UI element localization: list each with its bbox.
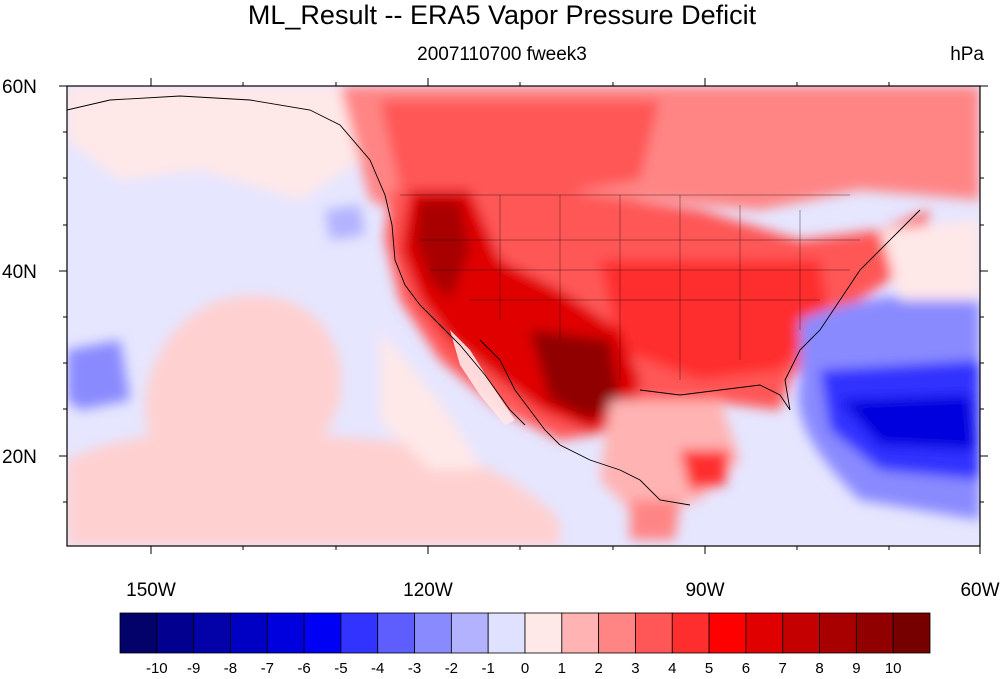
quebec-red [820, 110, 980, 190]
colorbar-label: -1 [482, 660, 495, 677]
central-america-red [630, 500, 680, 540]
yucatan-red [680, 450, 730, 490]
colorbar-label: -9 [187, 660, 200, 677]
colorbar-label: 2 [594, 660, 602, 677]
atlantic-pink [880, 220, 980, 300]
canada-deep-red [380, 100, 660, 200]
colorbar-swatch [782, 612, 820, 654]
pacific-blue-patch [325, 205, 365, 240]
contour-blobs [67, 86, 980, 546]
gulf-pink [600, 400, 740, 520]
mexico-maroon [530, 330, 620, 420]
chart-title: ML_Result -- ERA5 Vapor Pressure Deficit [247, 0, 757, 30]
colorbar-swatch [635, 612, 673, 654]
baja-strip [450, 330, 515, 425]
chart-subtitle: 2007110700 fweek3 [417, 44, 587, 65]
lon-label-90w: 90W [685, 580, 724, 601]
colorbar-swatch [414, 612, 452, 654]
colorbar-label: 9 [852, 660, 860, 677]
colorbar-swatch [708, 612, 747, 654]
colorbar-swatch [745, 612, 784, 654]
pacific-north-pink [67, 86, 360, 200]
colorbar-label: 4 [668, 660, 676, 677]
colorbar-label: -8 [224, 660, 237, 677]
colorbar-swatch [450, 612, 489, 654]
colorbar-swatch [671, 612, 710, 654]
lon-label-120w: 120W [403, 580, 453, 601]
colorbar-label: -2 [445, 660, 458, 677]
units-label: hPa [950, 44, 984, 65]
coastlines [67, 95, 921, 506]
lat-label-20n: 20N [2, 447, 37, 468]
pacific-blue-west [67, 340, 130, 410]
colorbar-swatch [193, 612, 231, 654]
colorbar-label: -7 [261, 660, 274, 677]
map-field [67, 86, 980, 546]
colorbar-swatch [230, 612, 268, 654]
colorbar-label: 1 [558, 660, 566, 677]
axis-ticks [59, 78, 988, 554]
plot-frame [66, 85, 981, 547]
caribbean-deep-blue [840, 395, 975, 450]
colorbar-label: -3 [408, 660, 421, 677]
colorbar-label: 5 [705, 660, 713, 677]
lon-label-60w: 60W [960, 580, 999, 601]
colorbar-label: -6 [297, 660, 310, 677]
great-basin-maroon [415, 200, 470, 300]
colorbar-swatch [561, 612, 600, 654]
colorbar-swatch [819, 612, 857, 654]
lat-label-60n: 60N [2, 77, 37, 98]
lat-label-40n: 40N [2, 262, 37, 283]
colorbar-label: 10 [885, 660, 902, 677]
colorbar-label: 7 [779, 660, 787, 677]
mexico-coastline [479, 339, 691, 506]
colorbar-swatch [487, 612, 526, 654]
gulf-east-coastline [639, 209, 921, 411]
us-central-deep [600, 260, 830, 380]
colorbar-swatch [119, 612, 158, 654]
west-coastline [67, 95, 526, 426]
colorbar-label: -5 [334, 660, 347, 677]
colorbar-label: -10 [146, 660, 168, 677]
colorbar-swatch [266, 612, 305, 654]
colorbar-swatch [598, 612, 636, 654]
colorbar-label: 6 [742, 660, 750, 677]
colorbar-swatch [156, 612, 195, 654]
colorbar: -10 -9 -8 -7 -6 -5 -4 -3 -2 -1 0 1 2 3 4 5 6 7 8 9 10 [119, 612, 931, 677]
lon-label-150w: 150W [126, 580, 176, 601]
colorbar-swatch [303, 612, 342, 654]
colorbar-label: 3 [631, 660, 639, 677]
colorbar-swatch [377, 612, 415, 654]
colorbar-label: 8 [815, 660, 823, 677]
colorbar-swatch [524, 612, 563, 654]
state-borders [400, 194, 860, 380]
colorbar-label: -4 [371, 660, 384, 677]
baja-offshore-pink [380, 330, 480, 470]
colorbar-swatch [855, 612, 894, 654]
colorbar-swatch [340, 612, 379, 654]
colorbar-label: 0 [521, 660, 529, 677]
colorbar-swatch [892, 612, 931, 654]
